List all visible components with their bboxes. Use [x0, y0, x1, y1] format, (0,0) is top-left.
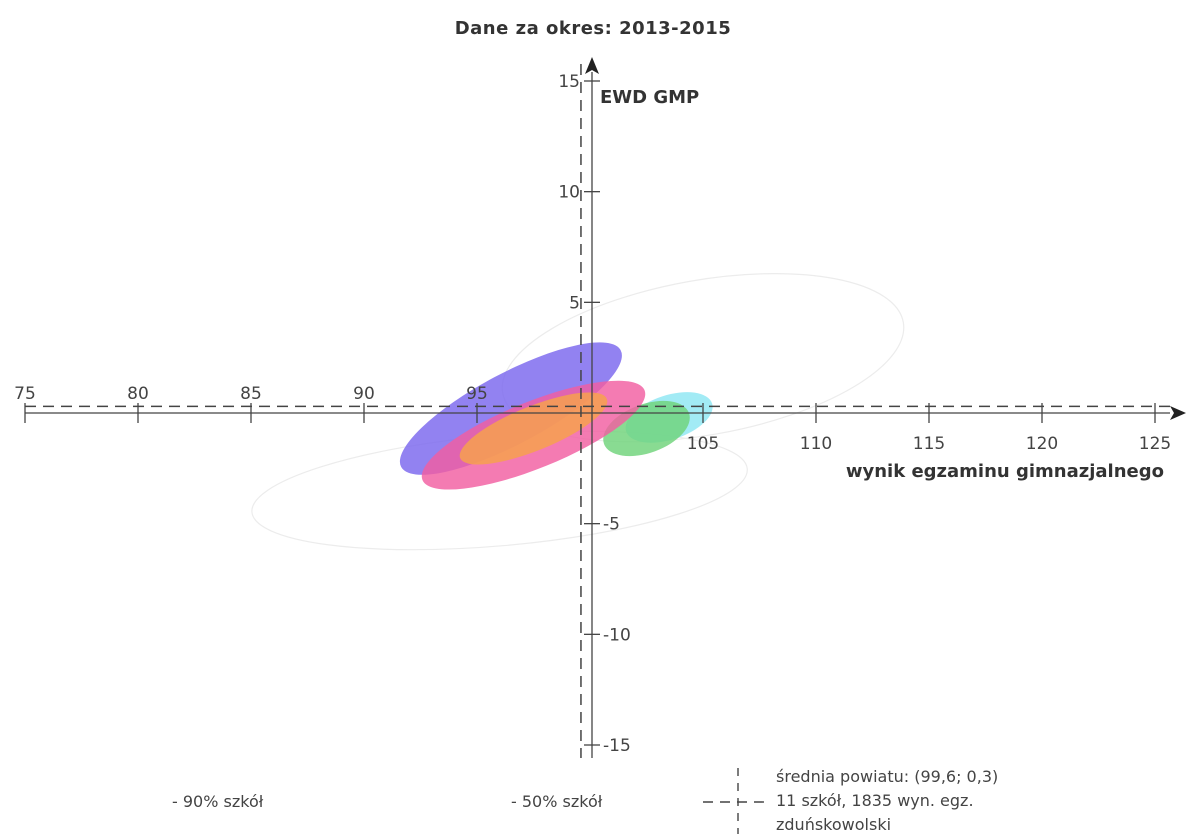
x-tick-label-125: 125 [1139, 434, 1171, 454]
x-tick-label-85: 85 [240, 384, 262, 404]
y-tick-label-10: 10 [558, 183, 580, 203]
x-tick-label-90: 90 [353, 384, 375, 404]
legend-mean-icon [703, 768, 768, 834]
x-tick-label-105: 105 [687, 434, 719, 454]
x-axis-label: wynik egzaminu gimnazjalnego [846, 461, 1164, 482]
x-tick-label-120: 120 [1026, 434, 1058, 454]
legend-mean-line3: zduńskowolski [776, 815, 891, 834]
legend-mean-line2: 11 szkół, 1835 wyn. egz. [776, 791, 974, 810]
x-tick-label-110: 110 [800, 434, 832, 454]
ellipse-layer [251, 272, 905, 551]
legend-90-label: - 90% szkół [172, 792, 264, 811]
y-axis-label: EWD GMP [600, 87, 699, 108]
y-ticks: 15 10 5 -5 -10 -15 [558, 72, 630, 756]
x-tick-label-95: 95 [466, 384, 488, 404]
y-tick-label-15: 15 [558, 72, 580, 92]
x-tick-label-115: 115 [913, 434, 945, 454]
y-tick-label-5: 5 [569, 293, 580, 313]
y-tick-label--5: -5 [603, 515, 620, 535]
x-tick-label-75: 75 [14, 384, 36, 404]
legend-mean-line1: średnia powiatu: (99,6; 0,3) [776, 767, 998, 786]
y-tick-label--10: -10 [603, 625, 631, 645]
x-axis-arrow-icon [1170, 406, 1186, 420]
x-ticks: 75 80 85 90 95 105 110 115 120 125 [14, 384, 1171, 454]
ellipse-50-4 [459, 392, 608, 465]
y-axis-arrow-icon [585, 57, 599, 74]
y-tick-label--15: -15 [603, 736, 631, 756]
chart-title: Dane za okres: 2013-2015 [455, 18, 732, 39]
legend-50-label: - 50% szkół [511, 792, 603, 811]
x-tick-label-80: 80 [127, 384, 149, 404]
